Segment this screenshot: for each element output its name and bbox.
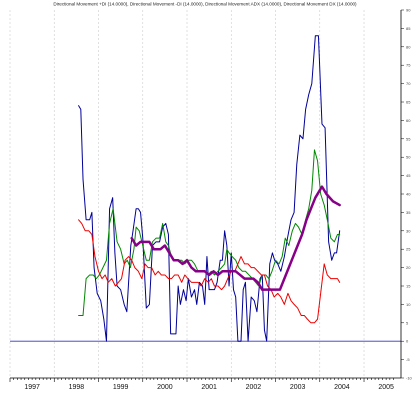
y-tick-label: -5 [406,357,410,362]
x-tick-label: 2005 [378,384,394,391]
y-tick-label: 80 [406,44,411,49]
y-tick-label: 45 [406,173,411,178]
y-tick-label: 10 [406,302,411,307]
x-tick-label: 2004 [334,384,350,391]
y-tick-label: 0 [406,339,409,344]
y-tick-label: 15 [406,284,411,289]
y-tick-label: 90 [406,8,411,13]
x-tick-label: 2001 [201,384,217,391]
x-tick-label: 2002 [246,384,262,391]
y-tick-label: 60 [406,118,411,123]
x-tick-label: 1997 [24,384,40,391]
series-layer [78,35,341,342]
x-tick-label: 2000 [157,384,173,391]
chart-title: Directional Movement +DI (14.0000), Dire… [53,2,357,7]
y-tick-label: 50 [406,155,411,160]
series-line-red [78,219,341,324]
y-tick-label: 70 [406,81,411,86]
y-tick-label: 75 [406,63,411,68]
x-tick-label: 1998 [69,384,85,391]
y-tick-label: 5 [406,320,409,325]
y-tick-label: 25 [406,247,411,252]
y-tick-label: 20 [406,265,411,270]
y-tick-label: 65 [406,100,411,105]
y-tick-label: 30 [406,228,411,233]
axis-layer: 1997 1998 1999 2000 2001 2002 2003 2004 2005-10-… [9,8,413,391]
series-line-purple [130,185,341,291]
y-tick-label: 40 [406,192,411,197]
y-tick-label: 85 [406,26,411,31]
y-tick-label: 55 [406,136,411,141]
x-tick-label: 1999 [113,384,129,391]
y-tick-label: -10 [406,376,413,381]
x-tick-label: 2003 [290,384,306,391]
grid-layer [9,10,401,378]
series-line-green [78,149,341,316]
y-tick-label: 35 [406,210,411,215]
